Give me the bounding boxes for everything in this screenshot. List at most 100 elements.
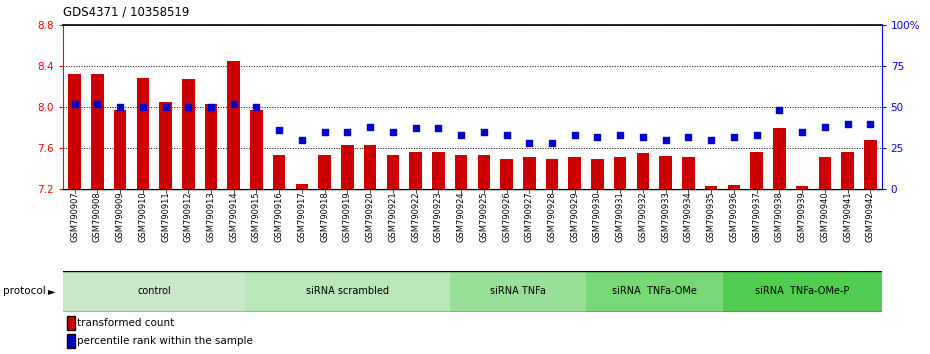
Text: percentile rank within the sample: percentile rank within the sample — [77, 336, 253, 346]
Text: GSM790938: GSM790938 — [775, 191, 784, 242]
Text: GSM790925: GSM790925 — [479, 191, 488, 242]
Point — [840, 121, 855, 126]
Bar — [682, 158, 695, 189]
FancyBboxPatch shape — [67, 334, 75, 348]
Point — [545, 141, 560, 146]
Bar — [500, 159, 512, 189]
Bar — [63, 271, 246, 312]
Bar — [723, 271, 882, 312]
Bar — [228, 61, 240, 189]
Bar — [478, 155, 490, 189]
Point — [90, 101, 105, 107]
Bar — [409, 152, 422, 189]
Text: GSM790940: GSM790940 — [820, 191, 830, 242]
Text: GSM790934: GSM790934 — [684, 191, 693, 242]
Text: GSM790914: GSM790914 — [229, 191, 238, 242]
Text: siRNA  TNFa-OMe: siRNA TNFa-OMe — [612, 286, 697, 296]
Text: GSM790911: GSM790911 — [161, 191, 170, 242]
Point — [704, 137, 719, 143]
Point — [158, 104, 173, 110]
Bar — [591, 159, 604, 189]
Text: GSM790913: GSM790913 — [206, 191, 216, 242]
Point — [613, 132, 628, 138]
Point — [317, 129, 332, 135]
Bar — [205, 104, 218, 189]
Bar — [727, 185, 740, 189]
Text: GSM790916: GSM790916 — [274, 191, 284, 242]
Point — [454, 132, 469, 138]
Point — [180, 104, 195, 110]
Bar — [659, 156, 671, 189]
Text: GSM790912: GSM790912 — [184, 191, 193, 242]
Point — [272, 127, 286, 133]
Bar — [568, 158, 581, 189]
Point — [204, 104, 219, 110]
Text: protocol: protocol — [3, 286, 46, 296]
Point — [226, 101, 241, 107]
Bar — [272, 155, 286, 189]
Point — [408, 126, 423, 131]
Text: GSM790910: GSM790910 — [139, 191, 147, 242]
Text: GSM790907: GSM790907 — [70, 191, 79, 242]
Bar — [182, 79, 194, 189]
Text: ►: ► — [48, 286, 56, 296]
Text: GSM790918: GSM790918 — [320, 191, 329, 242]
Bar — [614, 158, 627, 189]
Point — [295, 137, 310, 143]
Point — [249, 104, 264, 110]
Text: GSM790927: GSM790927 — [525, 191, 534, 242]
Bar — [637, 153, 649, 189]
Text: control: control — [138, 286, 171, 296]
Point — [340, 129, 355, 135]
Text: GSM790931: GSM790931 — [616, 191, 625, 242]
Text: GSM790942: GSM790942 — [866, 191, 875, 242]
Point — [863, 121, 878, 126]
Text: GSM790922: GSM790922 — [411, 191, 420, 242]
Text: GSM790930: GSM790930 — [593, 191, 602, 242]
Point — [136, 104, 151, 110]
Point — [431, 126, 445, 131]
FancyBboxPatch shape — [67, 316, 75, 330]
Bar — [796, 186, 808, 189]
Text: GSM790939: GSM790939 — [798, 191, 806, 242]
Point — [476, 129, 491, 135]
Bar — [523, 158, 536, 189]
Point — [567, 132, 582, 138]
Text: GSM790921: GSM790921 — [389, 191, 397, 242]
Text: GSM790908: GSM790908 — [93, 191, 102, 242]
Bar — [296, 184, 308, 189]
Bar — [546, 159, 558, 189]
Bar — [387, 155, 399, 189]
Bar — [318, 155, 331, 189]
Bar — [842, 152, 854, 189]
Point — [590, 134, 604, 139]
Text: GSM790920: GSM790920 — [365, 191, 375, 242]
Point — [726, 134, 741, 139]
Bar — [250, 110, 262, 189]
Bar — [818, 158, 831, 189]
Text: GSM790917: GSM790917 — [298, 191, 307, 242]
Point — [794, 129, 809, 135]
Point — [817, 124, 832, 130]
Point — [750, 132, 764, 138]
Bar — [246, 271, 450, 312]
Text: transformed count: transformed count — [77, 318, 174, 328]
Bar — [91, 74, 103, 189]
Point — [363, 124, 378, 130]
Point — [635, 134, 650, 139]
Bar — [69, 74, 81, 189]
Text: GSM790937: GSM790937 — [752, 191, 761, 242]
Point — [658, 137, 673, 143]
Bar — [432, 152, 445, 189]
Bar — [450, 271, 586, 312]
Text: GSM790919: GSM790919 — [343, 191, 352, 242]
Text: siRNA  TNFa-OMe-P: siRNA TNFa-OMe-P — [755, 286, 849, 296]
Point — [522, 141, 537, 146]
Text: GSM790933: GSM790933 — [661, 191, 671, 242]
Text: siRNA TNFa: siRNA TNFa — [490, 286, 546, 296]
Bar — [455, 155, 467, 189]
Point — [772, 108, 787, 113]
Text: GSM790929: GSM790929 — [570, 191, 579, 242]
Point — [681, 134, 696, 139]
Text: siRNA scrambled: siRNA scrambled — [306, 286, 389, 296]
